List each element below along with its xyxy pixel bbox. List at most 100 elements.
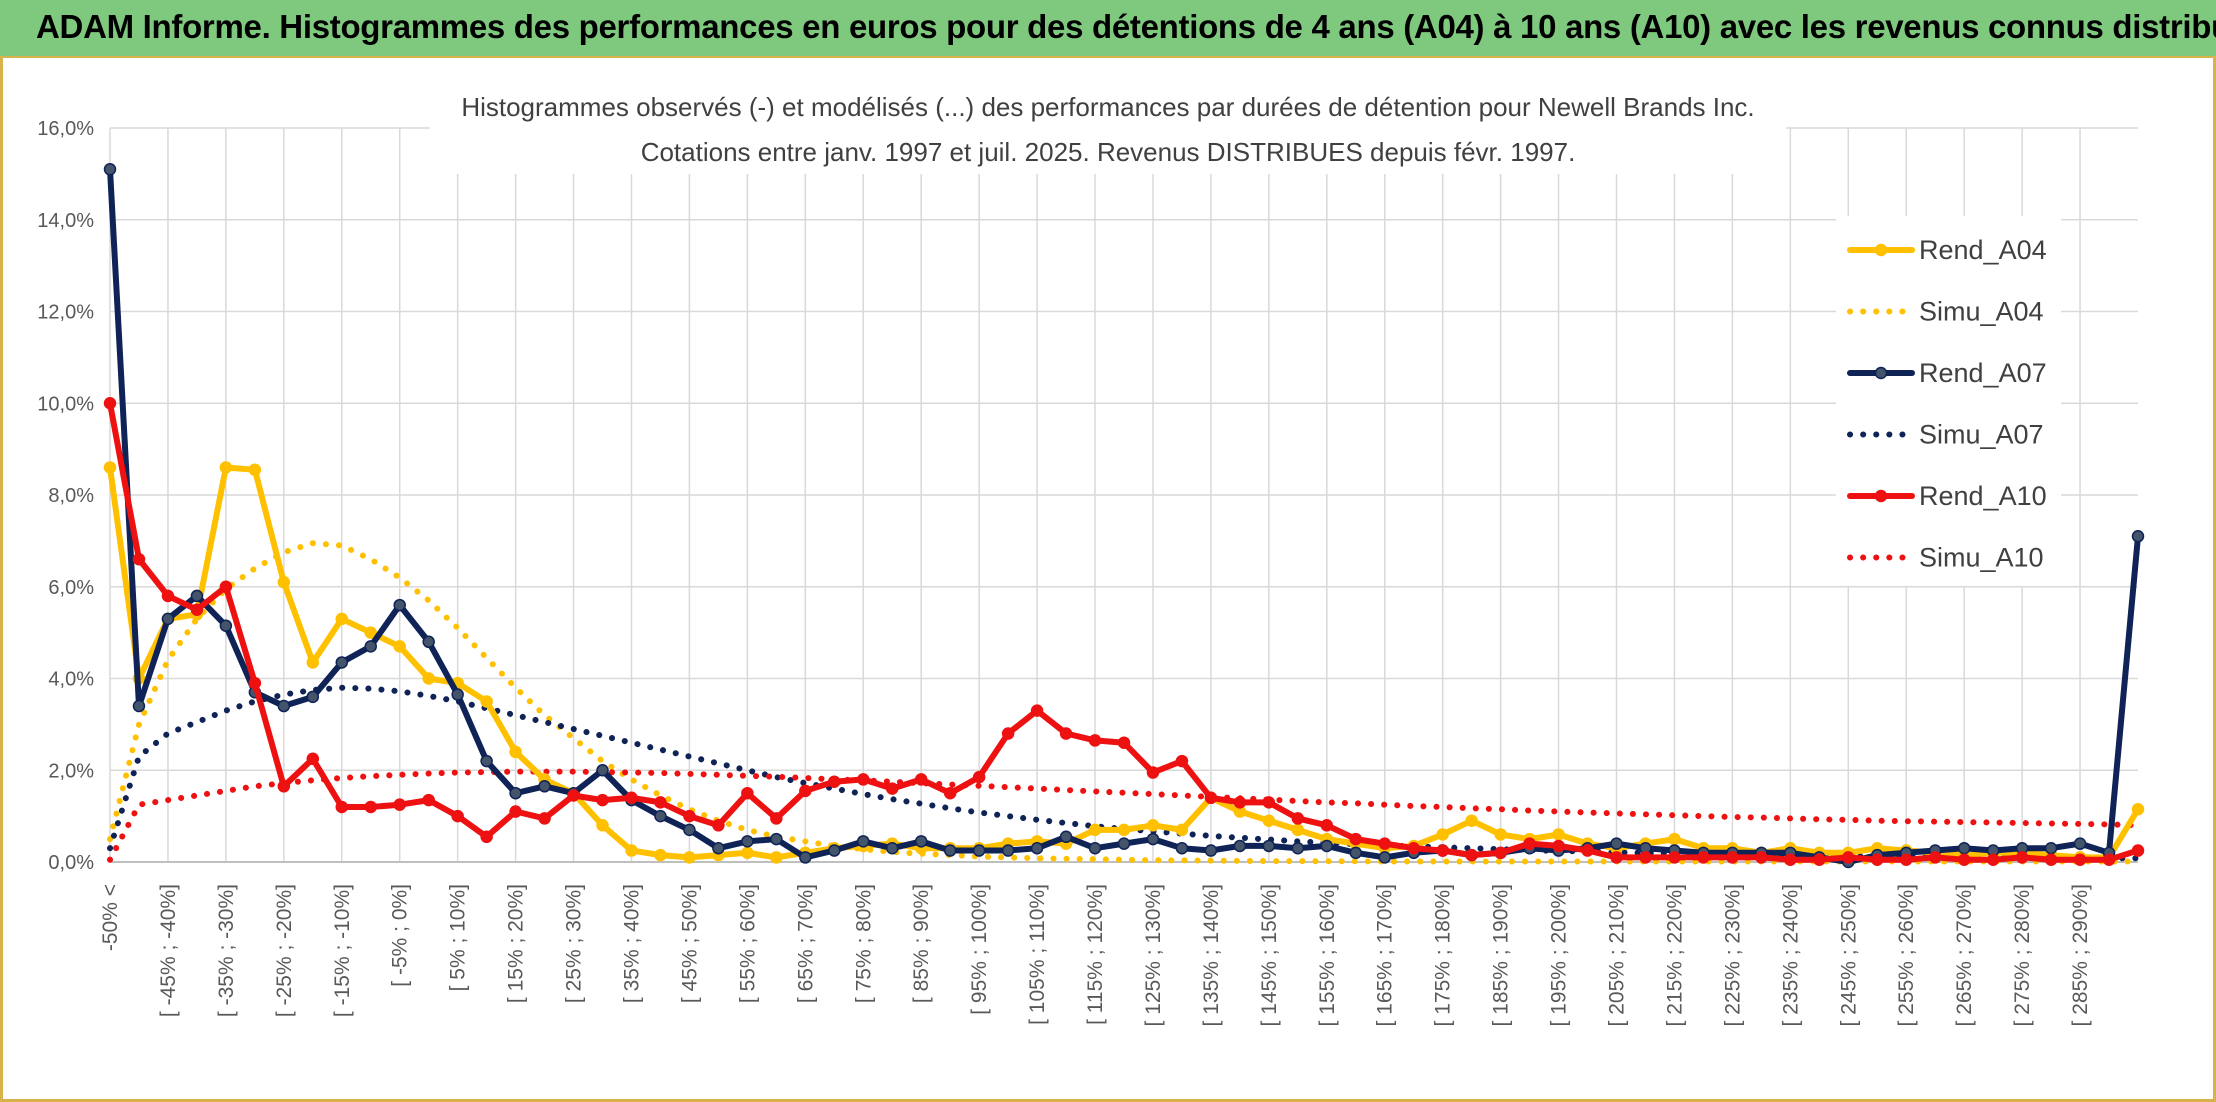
data-point-Rend_A10 (1465, 848, 1478, 862)
series-line-Rend_A04 (107, 464, 2141, 861)
chart-subtitle: Cotations entre janv. 1997 et juil. 2025… (641, 137, 1576, 167)
data-point-Rend_A10 (1639, 851, 1652, 864)
data-point-Rend_A10 (2131, 844, 2145, 857)
data-point-Rend_A10 (914, 773, 928, 786)
data-point-Rend_A10 (335, 800, 349, 814)
data-point-Rend_A10 (1668, 851, 1681, 864)
data-point-Rend_A10 (567, 789, 580, 802)
data-point-Rend_A07 (943, 844, 957, 857)
data-point-Rend_A10 (1320, 819, 1334, 832)
x-tick-label: [ 165% ; 170%] (1374, 884, 1397, 1026)
data-point-Rend_A07 (538, 780, 551, 793)
data-point-Rend_A04 (625, 844, 638, 857)
data-point-Rend_A10 (712, 819, 725, 832)
x-tick-label: [ 275% ; 280%] (2011, 884, 2034, 1026)
data-point-Rend_A10 (480, 830, 493, 844)
data-point-Rend_A04 (1552, 828, 1565, 841)
data-point-Rend_A04 (741, 846, 754, 860)
data-point-Rend_A10 (1291, 812, 1305, 825)
data-point-Rend_A04 (248, 463, 262, 477)
x-tick-label: [ 195% ; 200%] (1548, 884, 1571, 1026)
x-tick-label: [ 235% ; 240%] (1779, 884, 1802, 1026)
data-point-Rend_A07 (2044, 841, 2058, 855)
data-point-Rend_A10 (1001, 727, 1015, 740)
data-point-Rend_A07 (1088, 841, 1102, 855)
data-point-Rend_A10 (857, 773, 870, 786)
data-point-Rend_A04 (1146, 819, 1160, 832)
data-point-Rend_A07 (1378, 851, 1391, 864)
chart-frame (0, 58, 2216, 1102)
data-point-Rend_A07 (393, 598, 406, 612)
data-point-Rend_A07 (1957, 841, 1971, 855)
y-tick-label: 6,0% (48, 577, 94, 599)
data-point-Rend_A07 (335, 656, 349, 669)
data-point-Rend_A04 (103, 461, 117, 474)
data-point-Rend_A10 (1523, 837, 1536, 850)
legend-background (1836, 216, 2061, 586)
series-line-Simu_A04 (107, 540, 2141, 865)
data-point-Rend_A07 (741, 835, 754, 848)
data-point-Rend_A10 (683, 809, 696, 823)
y-tick-label: 0,0% (48, 852, 94, 874)
x-tick-label: [ 255% ; 260%] (1895, 884, 1918, 1026)
y-tick-label: 8,0% (48, 485, 94, 507)
data-point-Rend_A10 (1610, 851, 1623, 864)
data-point-Rend_A10 (741, 786, 754, 800)
data-point-Rend_A10 (393, 798, 406, 811)
data-point-Rend_A10 (1233, 796, 1247, 809)
legend-label-Rend_A04: Rend_A04 (1919, 235, 2047, 265)
y-tick-label: 10,0% (37, 393, 94, 415)
data-point-Rend_A04 (509, 745, 522, 759)
data-point-Rend_A10 (654, 796, 667, 809)
data-point-Rend_A10 (1378, 837, 1391, 850)
data-point-Rend_A04 (335, 612, 349, 626)
data-point-Rend_A10 (943, 786, 957, 800)
data-point-Rend_A10 (538, 812, 551, 825)
data-point-Rend_A07 (1146, 832, 1160, 846)
x-tick-label: [ 85% ; 90%] (910, 884, 933, 1003)
x-tick-label: [ 45% ; 50%] (678, 884, 701, 1003)
data-point-Rend_A07 (914, 835, 928, 848)
data-point-Rend_A10 (1899, 853, 1913, 866)
data-point-Rend_A04 (306, 656, 320, 669)
x-tick-label: [ 75% ; 80%] (852, 884, 875, 1003)
data-point-Rend_A10 (1262, 796, 1276, 809)
x-tick-label: [ 55% ; 60%] (736, 884, 759, 1003)
data-point-Rend_A07 (596, 764, 609, 777)
data-point-Rend_A10 (1146, 766, 1160, 779)
y-tick-label: 4,0% (48, 669, 94, 691)
legend-marker-Rend_A04 (1874, 243, 1888, 257)
data-point-Rend_A10 (596, 793, 609, 807)
x-tick-label: [ 265% ; 270%] (1953, 884, 1976, 1026)
x-tick-label: [ 175% ; 180%] (1432, 884, 1455, 1026)
data-point-Rend_A07 (712, 841, 725, 855)
data-point-Rend_A10 (1871, 853, 1884, 866)
data-point-Rend_A07 (857, 835, 870, 848)
data-point-Rend_A10 (277, 780, 291, 793)
x-tick-label: [ 285% ; 290%] (2069, 884, 2092, 1026)
data-point-Rend_A07 (1117, 837, 1131, 850)
data-point-Rend_A04 (683, 851, 696, 864)
data-point-Rend_A10 (1407, 841, 1420, 855)
legend-marker-Rend_A10 (1874, 489, 1888, 503)
data-point-Rend_A10 (190, 603, 204, 616)
data-point-Rend_A10 (828, 775, 841, 788)
data-point-Rend_A10 (1494, 846, 1507, 860)
data-point-Rend_A10 (1842, 851, 1855, 864)
series-line-Simu_A07 (107, 684, 2141, 862)
data-point-Rend_A10 (103, 397, 117, 410)
data-point-Rend_A07 (161, 612, 175, 626)
data-point-Rend_A10 (625, 791, 638, 805)
data-point-Rend_A10 (1755, 851, 1768, 864)
x-tick-label: [ -15% ; -10%] (331, 884, 354, 1017)
data-point-Rend_A04 (422, 672, 435, 685)
data-point-Rend_A07 (1349, 846, 1363, 860)
data-point-Rend_A07 (1291, 841, 1305, 855)
x-tick-label: [ 135% ; 140%] (1200, 884, 1223, 1026)
data-point-Rend_A04 (770, 851, 783, 864)
data-point-Rend_A04 (393, 640, 406, 653)
x-tick-label: -50% < (99, 884, 122, 951)
data-point-Rend_A04 (1465, 814, 1478, 827)
data-point-Rend_A07 (451, 688, 464, 701)
